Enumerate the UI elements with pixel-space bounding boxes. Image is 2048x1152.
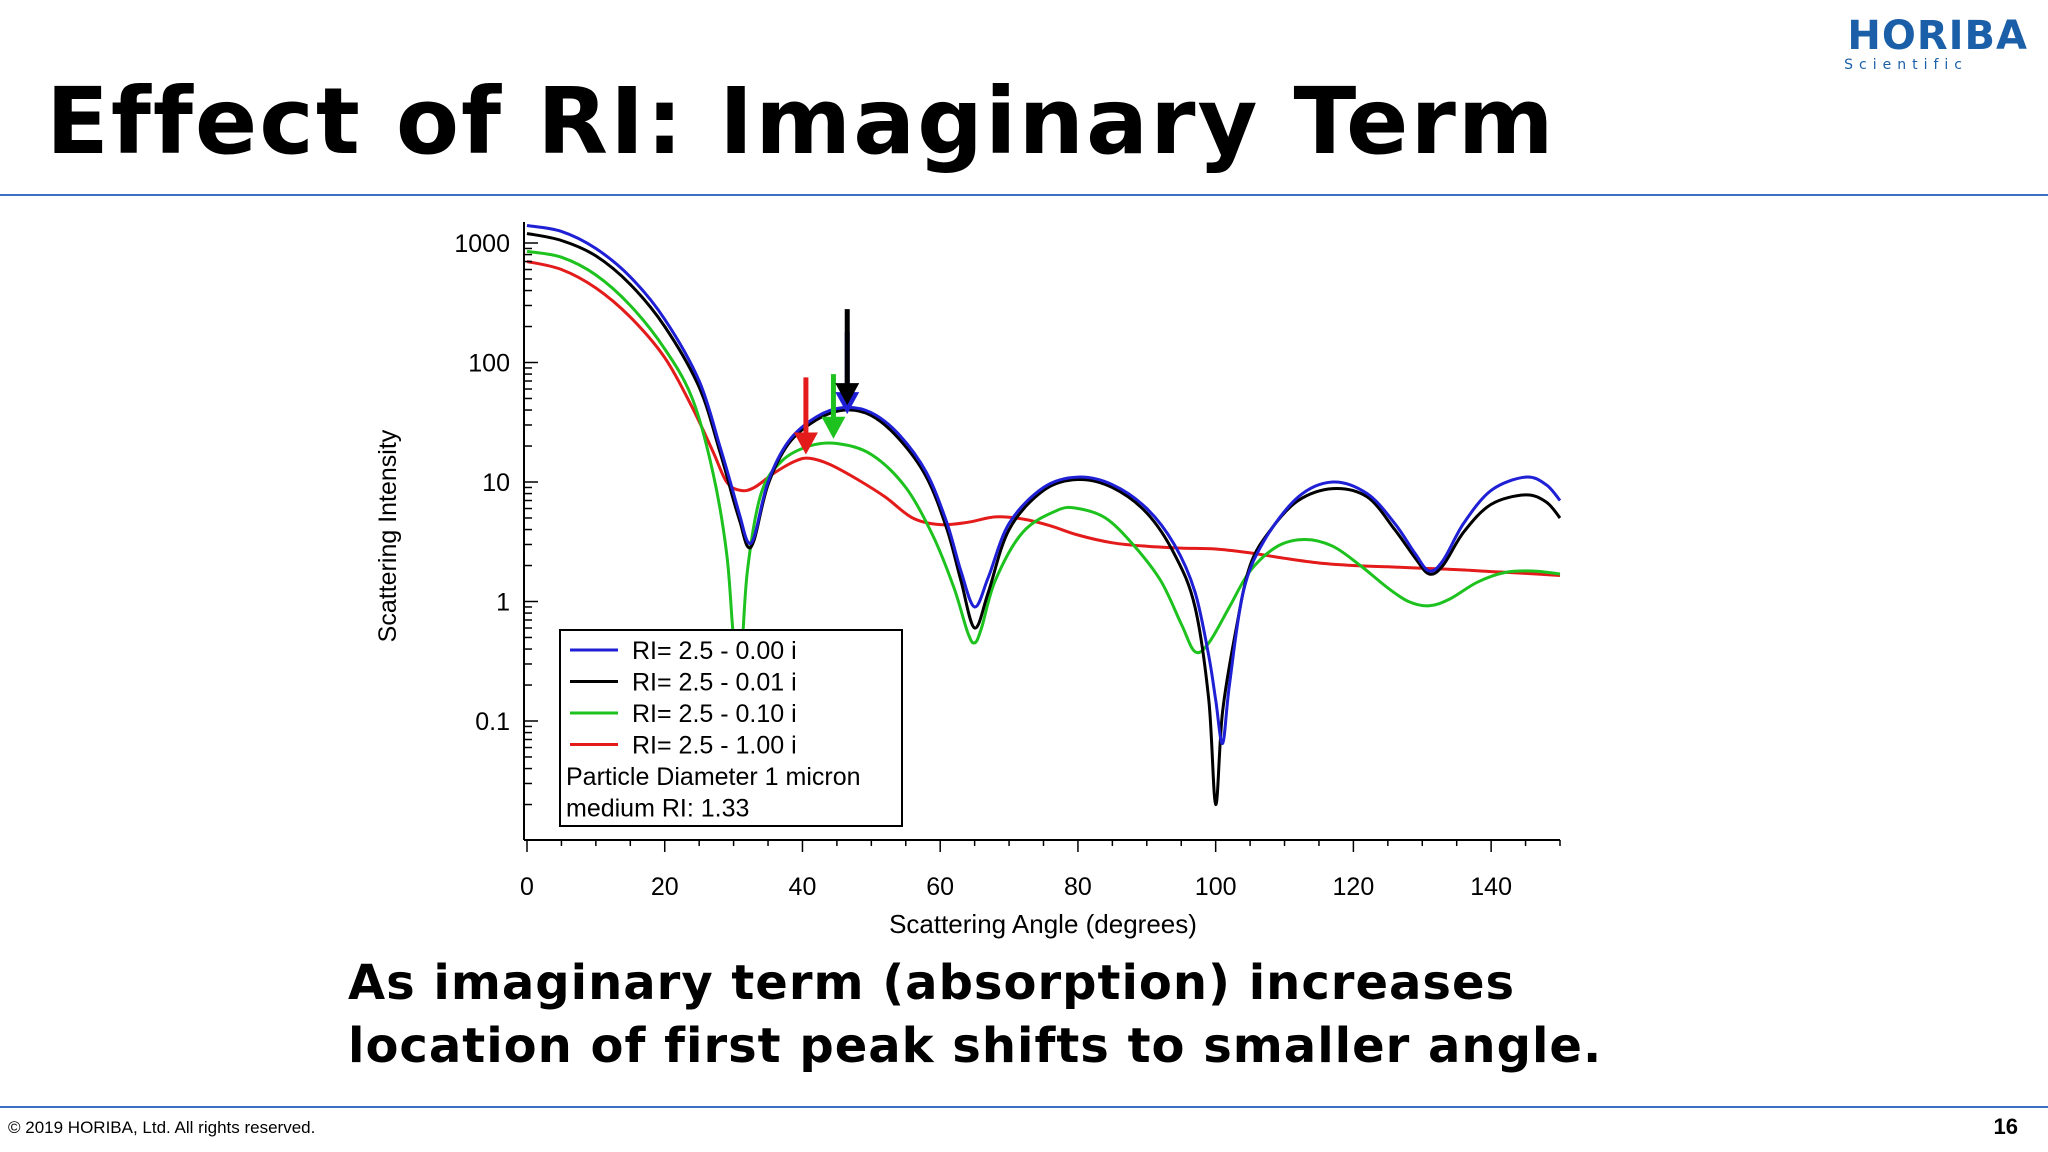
horiba-logo: HORIBA Scientific <box>1844 14 2028 72</box>
y-axis-label: Scattering Intensity <box>374 429 402 642</box>
legend-label: RI= 2.5 - 1.00 i <box>632 732 797 760</box>
footer-divider <box>0 1106 2048 1108</box>
series-layer <box>526 224 1562 807</box>
legend-label: RI= 2.5 - 0.00 i <box>632 637 797 665</box>
title-divider <box>0 194 2048 196</box>
x-axis-label: Scattering Angle (degrees) <box>889 909 1197 939</box>
y-tick-label: 1000 <box>454 230 510 258</box>
y-tick-label: 100 <box>468 350 510 378</box>
annotation-arrows <box>793 309 860 455</box>
series-line <box>526 260 1561 577</box>
x-tick-label: 100 <box>1195 873 1237 901</box>
y-tick-label: 10 <box>482 469 510 497</box>
x-tick-label: 60 <box>926 873 954 901</box>
series-line <box>526 232 1562 807</box>
legend-label: RI= 2.5 - 0.01 i <box>632 669 797 697</box>
x-tick-label: 20 <box>651 873 679 901</box>
arrow-head <box>821 416 846 439</box>
x-tick-label: 0 <box>520 873 534 901</box>
legend-box <box>559 629 903 827</box>
y-tick-label: 1 <box>496 589 510 617</box>
caption: As imaginary term (absorption) increases… <box>348 952 1602 1078</box>
axes: 1000 100 10 1 0.1 0 20 40 60 80 100 120 140 <box>454 222 1561 901</box>
arrow-head <box>835 383 860 406</box>
logo-subtitle: Scientific <box>1844 57 1968 73</box>
legend-note: medium RI: 1.33 <box>566 795 749 823</box>
legend-note: Particle Diameter 1 micron <box>566 763 861 791</box>
slide-title: Effect of RI: Imaginary Term <box>46 68 1556 175</box>
x-tick-label: 80 <box>1064 873 1092 901</box>
legend: RI= 2.5 - 0.00 i RI= 2.5 - 0.01 i RI= 2.5 … <box>559 629 903 827</box>
legend-label: RI= 2.5 - 0.10 i <box>632 700 797 728</box>
page-number: 16 <box>1993 1114 2018 1139</box>
caption-line-1: As imaginary term (absorption) increases <box>348 955 1516 1011</box>
x-tick-label: 120 <box>1333 873 1375 901</box>
x-tick-label: 140 <box>1470 873 1512 901</box>
footer-copyright: © 2019 HORIBA, Ltd. All rights reserved. <box>8 1118 316 1137</box>
series-line <box>526 249 1561 669</box>
caption-line-2: location of first peak shifts to smaller… <box>348 1018 1603 1074</box>
arrow-head <box>793 432 818 455</box>
y-tick-label: 0.1 <box>475 708 510 736</box>
logo-wordmark: HORIBA <box>1847 13 2028 59</box>
x-tick-label: 40 <box>789 873 817 901</box>
series-line <box>526 224 1562 745</box>
